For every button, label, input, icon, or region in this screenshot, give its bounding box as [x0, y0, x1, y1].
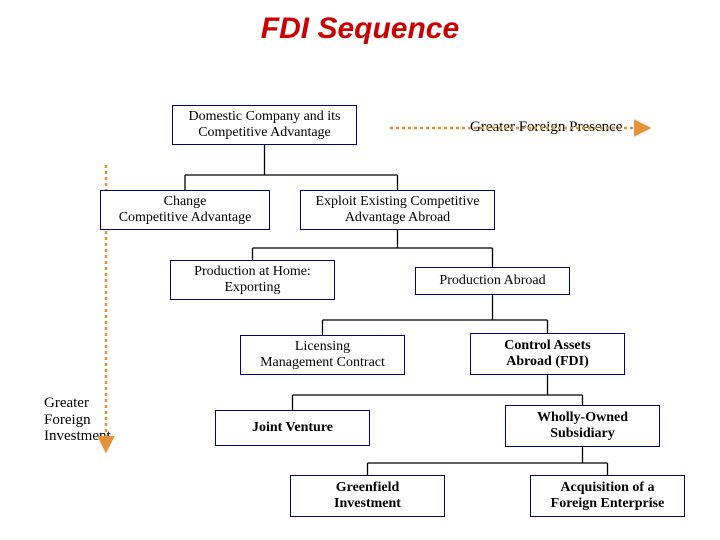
node-n2b: Exploit Existing CompetitiveAdvantage Ab…: [300, 190, 495, 230]
node-n6b: Acquisition of aForeign Enterprise: [530, 475, 685, 517]
node-n4b: Control AssetsAbroad (FDI): [470, 333, 625, 375]
connectors-svg: [0, 0, 720, 540]
node-n3a: Production at Home:Exporting: [170, 260, 335, 300]
node-n6a: GreenfieldInvestment: [290, 475, 445, 517]
node-n3b: Production Abroad: [415, 267, 570, 295]
node-n4a: LicensingManagement Contract: [240, 335, 405, 375]
label-greater-foreign-investment: GreaterForeignInvestment: [44, 395, 111, 445]
node-n5b: Wholly-OwnedSubsidiary: [505, 405, 660, 447]
node-n2a: ChangeCompetitive Advantage: [100, 190, 270, 230]
node-n5a: Joint Venture: [215, 410, 370, 446]
label-greater-foreign-presence: Greater Foreign Presence: [470, 119, 622, 136]
node-n1: Domestic Company and itsCompetitive Adva…: [172, 105, 357, 145]
diagram-title: FDI Sequence: [0, 12, 720, 46]
